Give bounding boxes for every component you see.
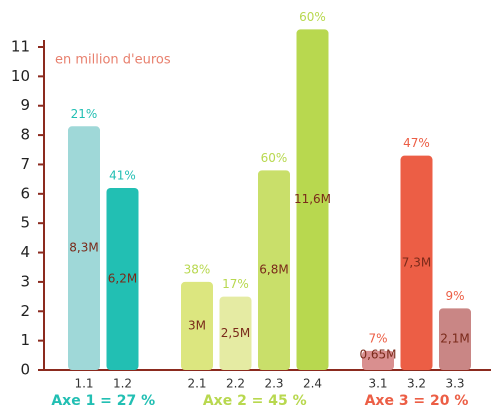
bar	[400, 155, 433, 370]
y-tick-label: 4	[20, 243, 30, 261]
value-label: 3M	[188, 318, 206, 332]
share-label: 17%	[222, 277, 249, 291]
x-tick-label: 3.2	[407, 377, 426, 391]
bar	[106, 187, 139, 370]
value-label: 0,65M	[359, 348, 396, 362]
value-label: 2,1M	[440, 332, 469, 346]
x-tick-label: 1.2	[113, 377, 132, 391]
bar	[181, 281, 213, 370]
value-label: 6,2M	[108, 271, 137, 285]
y-tick-label: 5	[20, 214, 30, 232]
x-tick-label: 2.2	[226, 377, 245, 391]
value-label: 2,5M	[221, 326, 250, 340]
x-tick-label: 2.1	[187, 377, 206, 391]
share-label: 60%	[299, 10, 326, 24]
value-label: 8,3M	[69, 241, 98, 255]
y-tick-label: 6	[20, 184, 30, 202]
group-label: Axe 2 = 45 %	[203, 393, 307, 405]
x-tick-label: 1.1	[74, 377, 93, 391]
share-label: 41%	[109, 168, 136, 182]
y-tick-label: 9	[20, 96, 30, 114]
y-tick-label: 8	[20, 126, 30, 144]
y-tick-label: 3	[20, 272, 30, 290]
value-label: 6,8M	[259, 263, 288, 277]
x-tick-label: 2.4	[303, 377, 322, 391]
y-tick-label: 10	[11, 67, 30, 85]
bar	[439, 308, 471, 370]
y-tick-label: 1	[20, 331, 30, 349]
bar	[68, 126, 100, 370]
bar	[362, 350, 394, 370]
value-label: 11,6M	[294, 192, 331, 206]
y-tick-label: 11	[11, 38, 30, 56]
share-label: 9%	[445, 289, 464, 303]
bar	[219, 296, 252, 370]
group-label: Axe 3 = 20 %	[365, 393, 469, 405]
share-label: 21%	[71, 107, 98, 121]
x-tick-label: 3.3	[445, 377, 464, 391]
share-label: 38%	[184, 262, 211, 276]
y-tick-label: 0	[20, 361, 30, 379]
y-tick-label: 7	[20, 155, 30, 173]
x-tick-label: 2.3	[264, 377, 283, 391]
share-label: 60%	[261, 151, 288, 165]
y-tick-label: 2	[20, 302, 30, 320]
bar	[258, 170, 290, 370]
bar	[296, 29, 329, 371]
annotation: en million d'euros	[55, 53, 171, 68]
share-label: 7%	[368, 331, 387, 345]
share-label: 47%	[403, 136, 430, 150]
x-tick-label: 3.1	[368, 377, 387, 391]
group-label: Axe 1 = 27 %	[51, 393, 155, 405]
value-label: 7,3M	[402, 255, 431, 269]
